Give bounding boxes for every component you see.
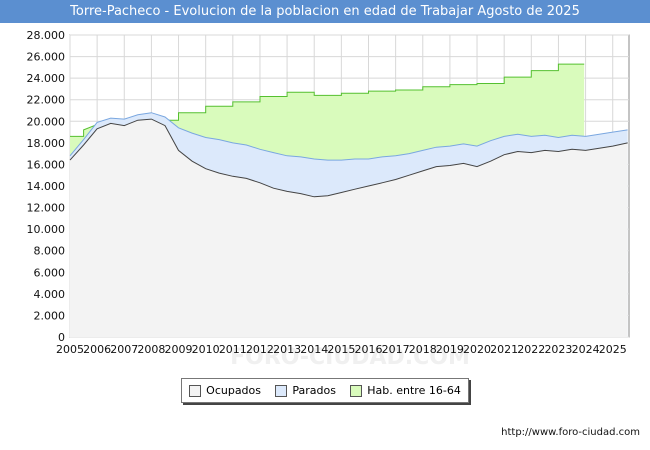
x-tick-label: 2021 bbox=[490, 343, 518, 356]
y-tick-label: 2.000 bbox=[34, 309, 66, 322]
y-tick-label: 22.000 bbox=[27, 94, 66, 107]
x-tick-label: 2005 bbox=[56, 343, 84, 356]
y-tick-label: 12.000 bbox=[27, 202, 66, 215]
area-ocupados bbox=[70, 119, 628, 337]
line-ocupados bbox=[69, 118, 628, 198]
series-areas bbox=[69, 63, 628, 337]
x-tick-label: 2018 bbox=[409, 343, 437, 356]
ocupados-swatch bbox=[189, 384, 202, 397]
y-tick-label: 24.000 bbox=[27, 72, 66, 85]
legend-item-hab: Hab. entre 16-64 bbox=[350, 384, 461, 397]
x-tick-label: 2022 bbox=[517, 343, 545, 356]
y-axis-ticks: 0 2.000 4.000 6.000 8.000 10.000 12.000 14.000 1… bbox=[27, 29, 66, 344]
x-tick-label: 2014 bbox=[300, 343, 328, 356]
x-tick-label: 2017 bbox=[382, 343, 410, 356]
y-tick-label: 4.000 bbox=[34, 288, 66, 301]
legend-label-parados: Parados bbox=[292, 384, 336, 397]
y-tick-label: 14.000 bbox=[27, 180, 66, 193]
y-tick-label: 18.000 bbox=[27, 137, 66, 150]
y-tick-label: 6.000 bbox=[34, 266, 66, 279]
footer-url[interactable]: http://www.foro-ciudad.com bbox=[501, 427, 640, 438]
x-tick-label: 2009 bbox=[165, 343, 193, 356]
x-tick-label: 2025 bbox=[599, 343, 627, 356]
legend-item-ocupados: Ocupados bbox=[189, 384, 261, 397]
legend-item-parados: Parados bbox=[275, 384, 336, 397]
x-tick-label: 2008 bbox=[137, 343, 165, 356]
hab-swatch bbox=[350, 384, 363, 397]
x-tick-label: 2015 bbox=[327, 343, 355, 356]
x-tick-label: 2016 bbox=[354, 343, 382, 356]
x-tick-label: 2010 bbox=[192, 343, 220, 356]
x-tick-label: 2019 bbox=[436, 343, 464, 356]
y-tick-label: 20.000 bbox=[27, 115, 66, 128]
legend-label-hab: Hab. entre 16-64 bbox=[367, 384, 461, 397]
x-tick-label: 2011 bbox=[219, 343, 247, 356]
x-tick-label: 2024 bbox=[572, 343, 600, 356]
y-tick-label: 28.000 bbox=[27, 29, 66, 42]
x-tick-label: 2006 bbox=[83, 343, 111, 356]
x-tick-label: 2012 bbox=[246, 343, 274, 356]
y-tick-label: 16.000 bbox=[27, 158, 66, 171]
y-tick-label: 10.000 bbox=[27, 223, 66, 236]
watermark: FORO-CIUDAD.COM bbox=[230, 345, 470, 370]
legend: Ocupados Parados Hab. entre 16-64 bbox=[181, 378, 469, 403]
y-tick-label: 0 bbox=[58, 331, 65, 344]
x-axis-ticks: 2005 2006 2007 2008 2009 2010 2011 2012 2013 2014… bbox=[56, 343, 627, 356]
x-tick-label: 2023 bbox=[544, 343, 572, 356]
line-parados bbox=[69, 112, 628, 161]
legend-label-ocupados: Ocupados bbox=[206, 384, 262, 397]
y-tick-label: 8.000 bbox=[34, 245, 66, 258]
x-tick-label: 2007 bbox=[110, 343, 138, 356]
parados-swatch bbox=[275, 384, 288, 397]
chart-title: Torre-Pacheco - Evolucion de la poblacio… bbox=[0, 0, 650, 23]
y-tick-label: 26.000 bbox=[27, 51, 66, 64]
x-tick-label: 2020 bbox=[463, 343, 491, 356]
x-tick-label: 2013 bbox=[273, 343, 301, 356]
